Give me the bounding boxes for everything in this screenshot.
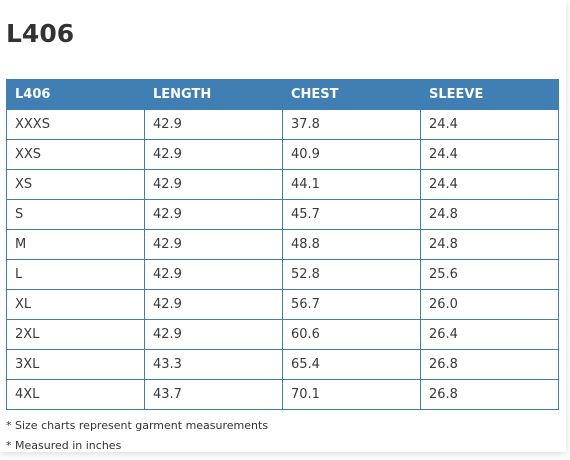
chest-cell: 70.1: [282, 379, 421, 410]
sleeve-cell: 26.8: [420, 349, 559, 380]
table-row: S 42.9 45.7 24.8: [6, 199, 559, 230]
sleeve-cell: 24.4: [420, 139, 559, 170]
sleeve-cell: 26.8: [420, 379, 559, 410]
chest-cell: 52.8: [282, 259, 421, 290]
sleeve-cell: 24.4: [420, 169, 559, 200]
table-row: L 42.9 52.8 25.6: [6, 259, 559, 290]
sleeve-cell: 25.6: [420, 259, 559, 290]
footnote-garment-measurements: * Size charts represent garment measurem…: [6, 419, 269, 432]
size-cell: M: [6, 229, 145, 260]
length-cell: 42.9: [144, 259, 283, 290]
sleeve-cell: 26.4: [420, 319, 559, 350]
size-cell: XS: [6, 169, 145, 200]
chest-cell: 45.7: [282, 199, 421, 230]
chest-cell: 37.8: [282, 109, 421, 140]
table-row: 3XL 43.3 65.4 26.8: [6, 349, 559, 380]
length-cell: 42.9: [144, 109, 283, 140]
size-chart-card: L406 L406 LENGTH CHEST SLEEVE XXXS 42.9 …: [6, 19, 559, 452]
size-cell: L: [6, 259, 145, 290]
table-row: 2XL 42.9 60.6 26.4: [6, 319, 559, 350]
chest-cell: 60.6: [282, 319, 421, 350]
chest-cell: 65.4: [282, 349, 421, 380]
footnotes: * Size charts represent garment measurem…: [6, 416, 268, 456]
chest-cell: 40.9: [282, 139, 421, 170]
table-row: 4XL 43.7 70.1 26.8: [6, 379, 559, 410]
sleeve-cell: 24.8: [420, 229, 559, 260]
size-cell: 4XL: [6, 379, 145, 410]
length-cell: 42.9: [144, 229, 283, 260]
chest-cell: 48.8: [282, 229, 421, 260]
length-cell: 42.9: [144, 199, 283, 230]
header-cell-style: L406: [6, 79, 145, 110]
table-row: XXXS 42.9 37.8 24.4: [6, 109, 559, 140]
sleeve-cell: 24.4: [420, 109, 559, 140]
length-cell: 42.9: [144, 169, 283, 200]
size-chart-table: L406 LENGTH CHEST SLEEVE XXXS 42.9 37.8 …: [6, 79, 559, 410]
length-cell: 42.9: [144, 289, 283, 320]
length-cell: 42.9: [144, 139, 283, 170]
length-cell: 43.3: [144, 349, 283, 380]
length-cell: 43.7: [144, 379, 283, 410]
table-row: XS 42.9 44.1 24.4: [6, 169, 559, 200]
sleeve-cell: 26.0: [420, 289, 559, 320]
size-cell: 3XL: [6, 349, 145, 380]
table-row: M 42.9 48.8 24.8: [6, 229, 559, 260]
chest-cell: 56.7: [282, 289, 421, 320]
size-cell: XXXS: [6, 109, 145, 140]
size-cell: XL: [6, 289, 145, 320]
table-row: XL 42.9 56.7 26.0: [6, 289, 559, 320]
chest-cell: 44.1: [282, 169, 421, 200]
footnote-measured-in-inches: * Measured in inches: [6, 439, 122, 452]
header-cell-length: LENGTH: [144, 79, 283, 110]
page-title: L406: [6, 19, 75, 48]
header-cell-chest: CHEST: [282, 79, 421, 110]
sleeve-cell: 24.8: [420, 199, 559, 230]
table-row: XXS 42.9 40.9 24.4: [6, 139, 559, 170]
length-cell: 42.9: [144, 319, 283, 350]
size-cell: 2XL: [6, 319, 145, 350]
header-cell-sleeve: SLEEVE: [420, 79, 559, 110]
size-cell: S: [6, 199, 145, 230]
table-header-row: L406 LENGTH CHEST SLEEVE: [6, 79, 559, 110]
size-cell: XXS: [6, 139, 145, 170]
